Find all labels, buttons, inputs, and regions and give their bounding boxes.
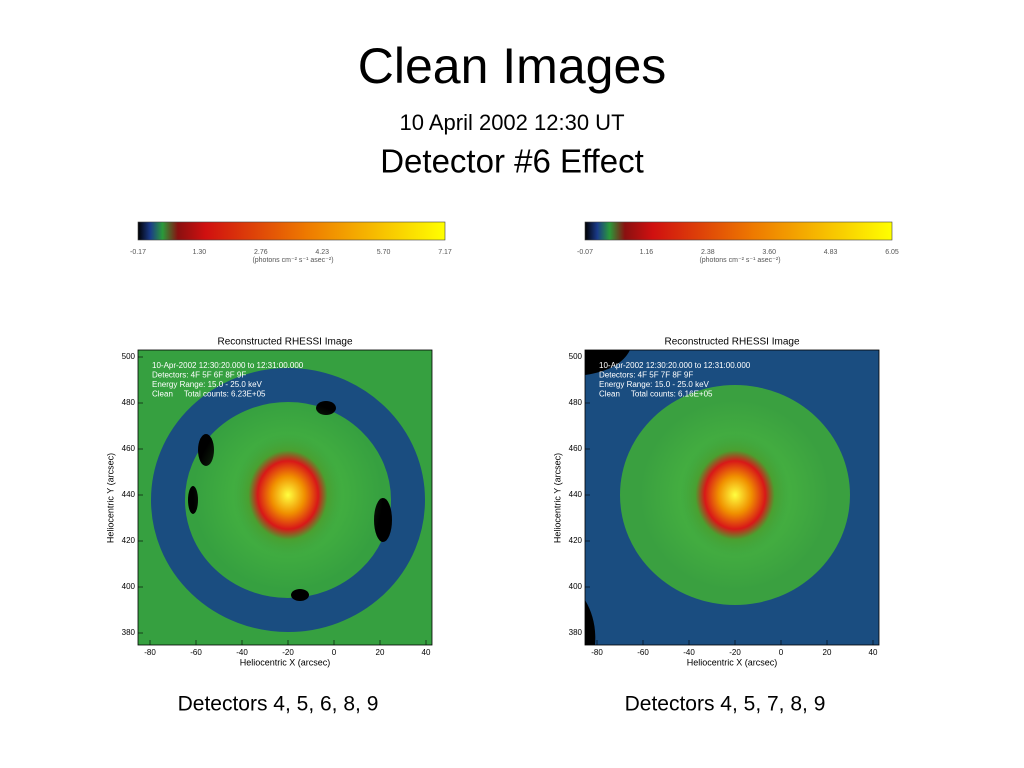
x-tick-label: -40	[683, 648, 695, 657]
x-tick-label: -40	[236, 648, 248, 657]
x-tick-label: -60	[190, 648, 202, 657]
x-tick-label: 20	[376, 648, 385, 657]
frame	[137, 349, 433, 646]
info-line: 10-Apr-2002 12:30:20.000 to 12:31:00.000	[599, 361, 751, 370]
x-tick-label: 40	[869, 648, 878, 657]
y-tick-label: 400	[122, 582, 136, 591]
colorbar-unit: (photons cm⁻² s⁻¹ asec⁻²)	[699, 257, 780, 264]
heading: Detector #6 Effect	[380, 143, 644, 180]
colorbar-tick-label: 3.60	[762, 249, 776, 256]
info-line: Energy Range: 15.0 - 25.0 keV	[152, 380, 263, 389]
info-line: 10-Apr-2002 12:30:20.000 to 12:31:00.000	[152, 361, 304, 370]
heatmap	[585, 350, 879, 645]
colorbar-tick-label: -0.17	[130, 249, 146, 256]
colorbar-unit: (photons cm⁻² s⁻¹ asec⁻²)	[252, 257, 333, 264]
info-line: Clean Total counts: 6.23E+05	[152, 390, 266, 399]
colorbar-tick-label: -0.07	[577, 249, 593, 256]
colorbar-tick-label: 6.05	[885, 249, 899, 256]
y-tick-label: 500	[569, 352, 583, 361]
x-tick-label: -20	[282, 648, 294, 657]
y-tick-label: 440	[569, 490, 583, 499]
ring	[151, 368, 425, 632]
caption: Detectors 4, 5, 6, 8, 9	[178, 693, 379, 716]
y-tick-label: 380	[569, 628, 583, 637]
colorbar-tick-label: 4.83	[824, 249, 838, 256]
source	[680, 433, 790, 557]
y-tick-label: 440	[122, 490, 136, 499]
heatmap-image	[138, 350, 432, 645]
y-tick-label: 460	[569, 444, 583, 453]
info-line: Detectors: 4F 5F 6F 8F 9F	[152, 371, 246, 380]
x-tick-label: 20	[823, 648, 832, 657]
plot-title: Reconstructed RHESSI Image	[217, 337, 352, 348]
heatmap-image	[585, 350, 879, 645]
y-tick-label: 500	[122, 352, 136, 361]
title: Clean Images	[358, 38, 667, 94]
colorbar-tick-label: 1.16	[640, 249, 654, 256]
y-axis-label: Heliocentric Y (arcsec)	[105, 453, 115, 543]
x-tick-label: 0	[779, 648, 784, 657]
y-tick-label: 480	[122, 398, 136, 407]
x-tick-label: -20	[729, 648, 741, 657]
caption: Detectors 4, 5, 7, 8, 9	[625, 693, 826, 716]
frame	[584, 349, 880, 646]
info-line: Clean Total counts: 6.16E+05	[599, 390, 713, 399]
x-tick-label: -80	[591, 648, 603, 657]
x-tick-label: -80	[144, 648, 156, 657]
y-tick-label: 400	[569, 582, 583, 591]
colorbar-tick-label: 2.76	[254, 249, 268, 256]
y-axis-label: Heliocentric Y (arcsec)	[552, 453, 562, 543]
plot-title: Reconstructed RHESSI Image	[664, 337, 799, 348]
colorbar	[584, 221, 893, 241]
colorbar-tick-label: 5.70	[377, 249, 391, 256]
dark-corner	[585, 350, 630, 375]
x-axis-label: Heliocentric X (arcsec)	[687, 657, 778, 667]
heatmap	[138, 350, 432, 645]
colorbar	[137, 221, 446, 241]
y-tick-label: 380	[122, 628, 136, 637]
y-tick-label: 460	[122, 444, 136, 453]
info-line: Energy Range: 15.0 - 25.0 keV	[599, 380, 710, 389]
x-tick-label: 0	[332, 648, 337, 657]
y-tick-label: 480	[569, 398, 583, 407]
colorbar-tick-label: 1.30	[193, 249, 207, 256]
subtitle: 10 April 2002 12:30 UT	[399, 110, 624, 135]
dark-corner	[585, 600, 596, 645]
colorbar-tick-label: 2.38	[701, 249, 715, 256]
colorbar-tick-label: 7.17	[438, 249, 452, 256]
colorbar-tick-label: 4.23	[315, 249, 329, 256]
dark-spot	[291, 589, 309, 601]
info-line: Detectors: 4F 5F 7F 8F 9F	[599, 371, 693, 380]
x-tick-label: -60	[637, 648, 649, 657]
x-tick-label: 40	[422, 648, 431, 657]
x-axis-label: Heliocentric X (arcsec)	[240, 657, 331, 667]
y-tick-label: 420	[569, 536, 583, 545]
source	[233, 433, 343, 557]
y-tick-label: 420	[122, 536, 136, 545]
